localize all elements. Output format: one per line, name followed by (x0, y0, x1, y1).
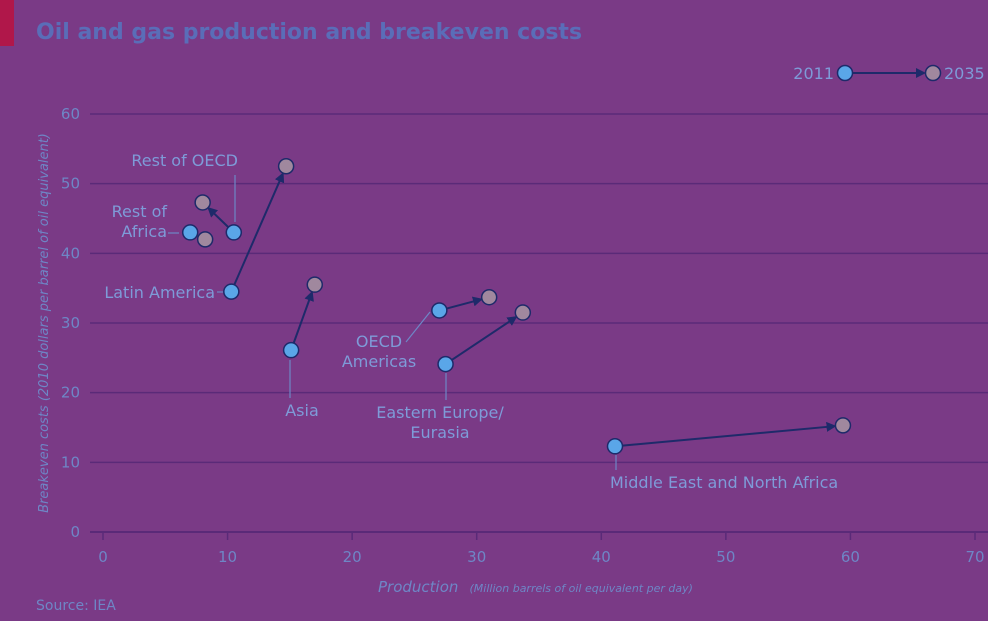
y-tick-label: 30 (61, 314, 80, 332)
series-label: Rest of (112, 202, 168, 221)
point-2035 (306, 276, 324, 293)
point-2035 (514, 304, 532, 321)
point-2011 (437, 355, 454, 373)
point-2035 (196, 231, 214, 248)
series-arrows (207, 172, 837, 447)
y-axis-ticks: 0 10 20 30 40 50 60 (61, 105, 80, 541)
y-axis-label: Breakeven costs (2010 dollars per barrel… (37, 133, 52, 513)
x-tick-label: 70 (965, 548, 984, 566)
point-2035 (277, 158, 295, 175)
x-tick-label: 20 (343, 548, 362, 566)
series-label: Asia (285, 401, 319, 420)
series-arrow (446, 296, 483, 310)
x-tick-label: 60 (841, 548, 860, 566)
series-label: Middle East and North Africa (610, 473, 838, 492)
point-2011 (181, 224, 199, 241)
x-tick-label: 40 (592, 548, 611, 566)
x-axis-ticks: 0 10 20 30 40 50 60 70 (98, 532, 985, 566)
point-2035 (834, 417, 852, 434)
legend: 2011 2035 (793, 64, 984, 83)
accent-bar (0, 0, 14, 46)
x-tick-label: 50 (716, 548, 735, 566)
x-axis-label-main: Production (378, 578, 458, 596)
y-tick-label: 60 (61, 105, 80, 123)
point-2011 (606, 438, 624, 455)
series-arrow (451, 316, 518, 361)
point-2011 (431, 302, 448, 319)
series-label: Eastern Europe/ (376, 403, 504, 422)
gridlines (90, 113, 988, 533)
legend-start-marker (836, 64, 854, 82)
series-points (181, 158, 852, 455)
label-leader-line (405, 311, 431, 343)
point-2035 (480, 288, 498, 306)
series-label: Latin America (104, 283, 215, 302)
series-label: Rest of OECD (131, 151, 238, 170)
y-tick-label: 50 (61, 175, 80, 193)
source-note: Source: IEA (36, 598, 116, 614)
x-axis-label-sub: (Million barrels of oil equivalent per d… (470, 582, 693, 595)
x-axis-label: Production (Million barrels of oil equiv… (378, 577, 693, 596)
series-label: Americas (342, 352, 416, 371)
point-2035 (194, 194, 211, 211)
series-arrow (292, 290, 314, 344)
point-2011 (282, 341, 300, 359)
legend-end-label: 2035 (944, 64, 985, 83)
y-tick-label: 10 (61, 453, 80, 471)
x-tick-label: 30 (467, 548, 486, 566)
series-label: OECD (356, 332, 402, 351)
chart-title: Oil and gas production and breakeven cos… (36, 20, 583, 45)
series-label: Africa (121, 222, 167, 241)
point-2011 (223, 283, 240, 300)
series-arrow (622, 421, 837, 447)
legend-start-label: 2011 (793, 64, 834, 83)
legend-end-marker (924, 64, 942, 82)
x-tick-label: 10 (218, 548, 237, 566)
series-arrow (233, 172, 285, 286)
y-tick-label: 40 (61, 244, 80, 262)
series-arrow (207, 206, 230, 228)
point-2011 (225, 224, 243, 241)
y-tick-label: 0 (70, 523, 80, 541)
y-tick-label: 20 (61, 384, 80, 402)
x-tick-label: 0 (98, 548, 108, 566)
series-label: Eurasia (410, 423, 469, 442)
